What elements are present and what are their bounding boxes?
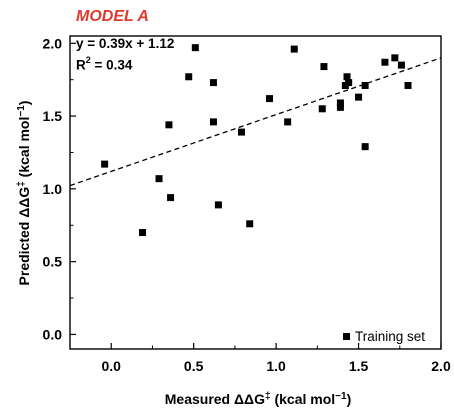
data-point [139,229,147,237]
data-point [381,58,389,66]
data-point [361,81,369,89]
x-tick-label: 2.0 [431,358,451,374]
x-tick-label: 0.5 [184,358,204,374]
r-squared: R2 = 0.34 [76,55,133,73]
data-point [404,81,412,89]
y-axis-ticks: 0.0 0.5 1.0 1.5 2.0 [43,35,76,342]
fit-line-group [69,57,442,187]
y-tick-label: 1.0 [43,181,63,197]
data-point [266,95,274,103]
fit-line [69,57,442,187]
data-point [237,128,245,136]
data-point [209,79,217,87]
data-point [209,118,217,126]
legend: Training set [343,329,425,344]
y-tick-label: 2.0 [43,35,63,51]
data-point [214,201,222,209]
data-point [355,93,363,101]
x-axis-label: Measured ΔΔG‡ (kcal mol−1) [165,391,352,408]
r2-prefix: R [76,57,86,73]
legend-label: Training set [355,329,425,344]
r2-value: = 0.34 [90,57,133,73]
data-point [397,61,405,69]
x-tick-label: 0.0 [101,358,121,374]
data-point [343,73,351,81]
data-point [290,45,298,53]
data-point [391,54,399,62]
y-tick-label: 1.5 [43,108,63,124]
data-point [191,44,199,52]
data-point [345,79,353,87]
data-point [336,99,344,107]
data-point [155,175,163,183]
x-axis-ticks: 0.0 0.5 1.0 1.5 2.0 [69,343,451,374]
plot-frame [69,35,442,350]
y-axis-label: Predicted ΔΔG‡ (kcal mol−1) [16,101,33,286]
chart-title: MODEL A [76,8,149,25]
fit-equation: y = 0.39x + 1.12 [76,36,175,51]
data-point [318,105,326,113]
x-tick-label: 1.5 [349,358,369,374]
data-point [167,194,175,202]
data-point [185,73,193,81]
legend-marker [343,333,350,340]
data-point [336,103,344,111]
data-point [320,63,328,71]
r2-superscript: 2 [85,55,91,65]
data-point [165,121,173,129]
data-point [361,143,369,151]
data-point [284,118,292,126]
data-points [101,44,412,237]
data-point [246,220,254,228]
data-point [101,160,109,168]
y-tick-label: 0.0 [43,326,63,342]
plot-border [69,35,442,350]
x-tick-label: 1.0 [266,358,286,374]
y-tick-label: 0.5 [43,254,63,270]
